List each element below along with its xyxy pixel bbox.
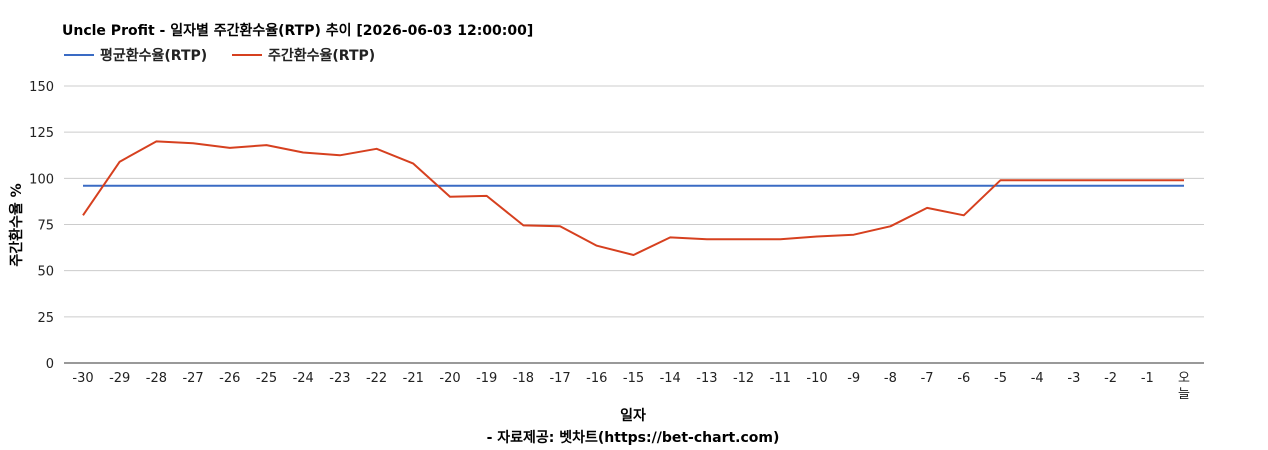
x-tick-label: -21 <box>403 371 424 386</box>
y-axis-ticks: 0 25 50 75 100 125 150 <box>29 80 54 372</box>
x-tick-label: -25 <box>256 371 277 386</box>
x-tick-label: -14 <box>660 371 681 386</box>
gridlines <box>64 85 1204 364</box>
x-tick-label: -20 <box>439 371 460 386</box>
x-axis-ticks: -30 -29 -28 -27 -26 -25 -24 -23 -22 -21 -20 -19 -18-… <box>72 371 1190 402</box>
x-tick-label: -5 <box>994 371 1007 386</box>
x-tick-label: -24 <box>293 371 314 386</box>
y-tick-label: 25 <box>37 311 54 326</box>
x-tick-label: -2 <box>1104 371 1117 386</box>
x-tick-label: -18 <box>513 371 534 386</box>
x-tick-label: -17 <box>549 371 570 386</box>
legend-label-weekly: 주간환수율(RTP) <box>268 47 375 64</box>
x-tick-label: -19 <box>476 371 497 386</box>
x-tick-label: -27 <box>182 371 203 386</box>
x-tick-label: -4 <box>1031 371 1044 386</box>
y-axis-title: 주간환수율 % <box>8 183 25 266</box>
series-line-weekly <box>82 140 1184 256</box>
x-tick-label: -11 <box>770 371 791 386</box>
x-tick-label: -26 <box>219 371 240 386</box>
x-tick-label: -10 <box>806 371 827 386</box>
x-tick-label: -12 <box>733 371 754 386</box>
y-tick-label: 0 <box>46 357 54 372</box>
y-tick-label: 100 <box>29 172 54 187</box>
y-tick-label: 150 <box>29 80 54 95</box>
x-tick-label: -3 <box>1067 371 1080 386</box>
chart-title: Uncle Profit - 일자별 주간환수율(RTP) 추이 [2026-0… <box>62 22 533 39</box>
data-credit: - 자료제공: 벳차트(https://bet-chart.com) <box>487 429 780 446</box>
x-tick-label: -16 <box>586 371 607 386</box>
x-axis-title: 일자 <box>620 408 646 424</box>
legend: 평균환수율(RTP) 주간환수율(RTP) <box>64 47 375 64</box>
x-tick-label: -1 <box>1141 371 1154 386</box>
x-tick-label: -8 <box>884 371 897 386</box>
x-tick-label: -28 <box>146 371 167 386</box>
x-tick-label: -6 <box>957 371 970 386</box>
x-tick-label: -15 <box>623 371 644 386</box>
legend-label-average: 평균환수율(RTP) <box>100 47 207 64</box>
x-tick-label: -23 <box>329 371 350 386</box>
x-tick-label: -30 <box>72 371 93 386</box>
y-tick-label: 125 <box>29 126 54 141</box>
series <box>82 140 1184 256</box>
y-tick-label: 75 <box>37 219 54 234</box>
x-tick-label: -9 <box>847 371 860 386</box>
x-tick-label: -7 <box>921 371 934 386</box>
x-tick-label: -13 <box>696 371 717 386</box>
x-tick-label: -29 <box>109 371 130 386</box>
x-tick-label: -22 <box>366 371 387 386</box>
y-tick-label: 50 <box>37 265 54 280</box>
